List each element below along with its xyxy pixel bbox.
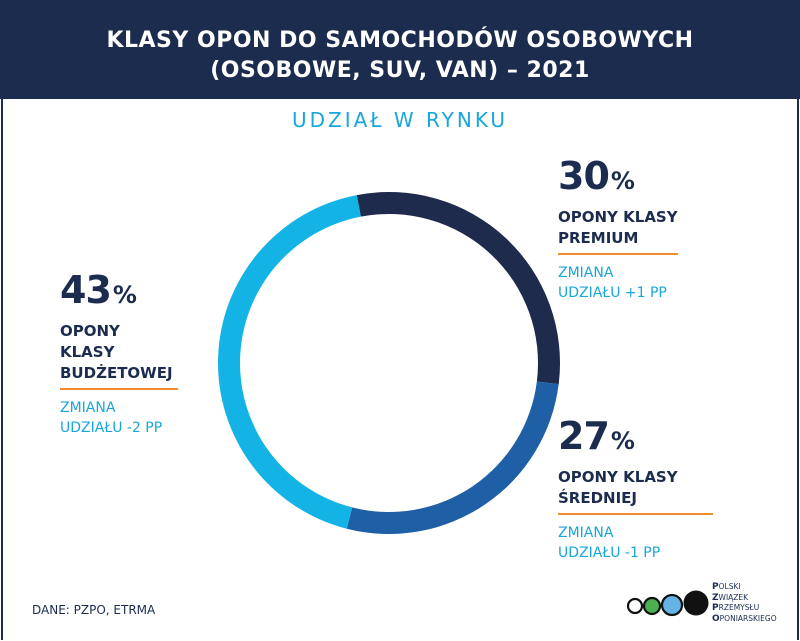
- chart-subtitle: UDZIAŁ W RYNKU: [291, 108, 509, 132]
- data-source: DANE: PZPO, ETRMA: [32, 603, 156, 617]
- logo-line-1: POLSKI: [712, 582, 741, 592]
- callout-srednia: 27% OPONY KLASY ŚREDNIEJ ZMIANA UDZIAŁU …: [558, 416, 713, 563]
- budzetowa-label-line-2: BUDŻETOWEJ: [60, 364, 173, 382]
- srednia-label-line-1: OPONY KLASY: [558, 468, 678, 486]
- pzpo-logo-icon: [626, 590, 709, 617]
- chart-title-line-1: KLASY OPON DO SAMOCHODÓW OSOBOWYCH: [106, 28, 694, 53]
- chart-title-line-2: (OSOBOWE, SUV, VAN) – 2021: [210, 58, 590, 83]
- srednia-unit: %: [610, 427, 635, 455]
- pzpo-logo-text: POLSKI ZWIĄZEK PRZEMYSŁU OPONIARSKIEGO: [712, 582, 777, 624]
- logo-line-2: ZWIĄZEK: [712, 592, 749, 603]
- srednia-change: ZMIANA UDZIAŁU -1 PP: [558, 523, 713, 563]
- budzetowa-change: ZMIANA UDZIAŁU -2 PP: [60, 398, 178, 438]
- premium-change-line-2: UDZIAŁU +1 PP: [558, 285, 667, 301]
- logo-line-4: OPONIARSKIEGO: [712, 613, 777, 624]
- srednia-rule: [558, 513, 713, 515]
- premium-rule: [558, 253, 678, 255]
- premium-change-line-1: ZMIANA: [558, 265, 614, 281]
- srednia-value: 27: [558, 414, 610, 458]
- srednia-label-line-2: ŚREDNIEJ: [558, 489, 638, 507]
- chart-frame: [1, 99, 799, 640]
- premium-label-line-1: OPONY KLASY: [558, 208, 678, 226]
- budzetowa-value: 43: [60, 268, 112, 312]
- budzetowa-label-line-1: OPONY KLASY: [60, 322, 120, 361]
- logo-line-3: PRZEMYSŁU: [712, 603, 760, 613]
- srednia-change-line-2: UDZIAŁU -1 PP: [558, 545, 661, 561]
- chart-header: KLASY OPON DO SAMOCHODÓW OSOBOWYCH (OSOB…: [0, 0, 800, 99]
- premium-label: OPONY KLASY PREMIUM: [558, 207, 678, 249]
- callout-premium: 30% OPONY KLASY PREMIUM ZMIANA UDZIAŁU +…: [558, 156, 678, 303]
- donut-slice-budzetowa: [217, 195, 361, 529]
- premium-label-line-2: PREMIUM: [558, 229, 639, 247]
- premium-unit: %: [610, 167, 635, 195]
- budzetowa-percent: 43%: [60, 270, 178, 315]
- budzetowa-unit: %: [112, 281, 137, 309]
- budzetowa-label: OPONY KLASY BUDŻETOWEJ: [60, 321, 178, 384]
- budzetowa-change-line-2: UDZIAŁU -2 PP: [60, 420, 163, 436]
- premium-change: ZMIANA UDZIAŁU +1 PP: [558, 263, 678, 303]
- donut-slice-premium: [356, 192, 560, 385]
- srednia-label: OPONY KLASY ŚREDNIEJ: [558, 467, 713, 509]
- premium-percent: 30%: [558, 156, 678, 201]
- srednia-percent: 27%: [558, 416, 713, 461]
- premium-value: 30: [558, 154, 610, 198]
- budzetowa-change-line-1: ZMIANA: [60, 400, 116, 416]
- donut-slice-srednia: [346, 381, 559, 534]
- budzetowa-rule: [60, 388, 178, 390]
- callout-budzetowa: 43% OPONY KLASY BUDŻETOWEJ ZMIANA UDZIAŁ…: [60, 270, 178, 438]
- srednia-change-line-1: ZMIANA: [558, 525, 614, 541]
